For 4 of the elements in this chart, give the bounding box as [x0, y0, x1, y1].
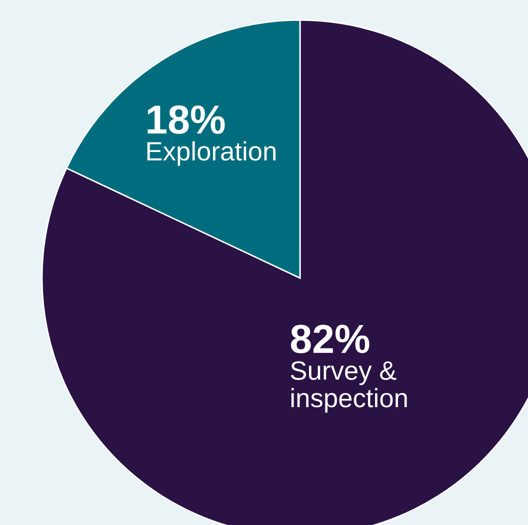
slice-label: Exploration — [147, 141, 276, 166]
data-label: 82% — [290, 324, 370, 354]
data-label: 18% — [148, 105, 225, 134]
slice-label: Survey & inspection — [290, 361, 407, 413]
